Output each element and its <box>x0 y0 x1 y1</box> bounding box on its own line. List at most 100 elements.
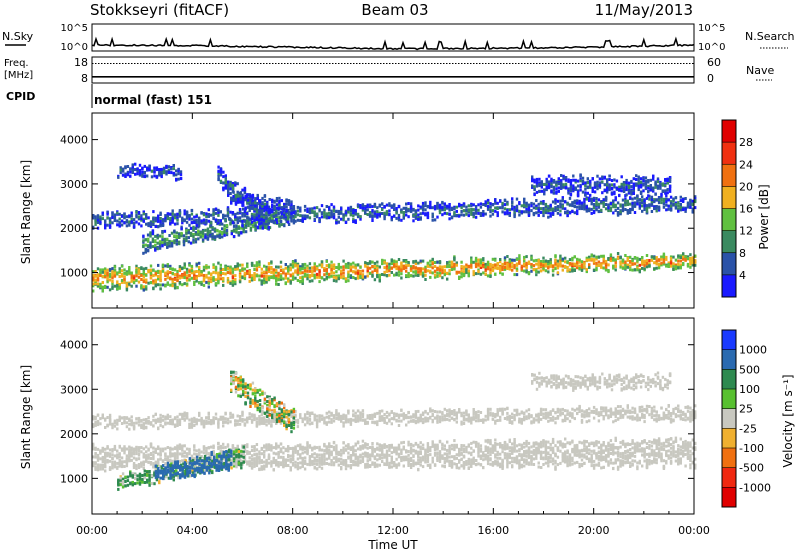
power-cell <box>297 279 299 282</box>
power-cell <box>371 215 373 218</box>
power-cell <box>543 188 545 191</box>
power-cell <box>367 213 369 216</box>
power-cell <box>403 213 405 216</box>
power-cell <box>129 175 131 178</box>
power-cell <box>497 214 499 217</box>
power-cell <box>104 285 106 288</box>
power-cell <box>456 206 458 209</box>
power-cell <box>552 208 554 211</box>
power-cell <box>432 215 434 218</box>
power-cell <box>232 191 234 194</box>
power-cell <box>427 262 429 265</box>
power-cell <box>663 198 665 201</box>
power-cell <box>212 263 214 266</box>
power-cell <box>657 187 659 190</box>
power-cell <box>456 210 458 213</box>
power-cell <box>270 271 272 274</box>
power-cell <box>616 187 618 190</box>
power-cell <box>504 262 506 265</box>
power-cell <box>645 182 647 185</box>
power-cell <box>340 212 342 215</box>
power-cell <box>159 276 161 279</box>
power-cell <box>436 267 438 270</box>
power-cell <box>591 202 593 205</box>
power-cell <box>185 236 187 239</box>
power-cell <box>124 166 126 169</box>
velocity-cell <box>184 450 186 453</box>
power-cell <box>167 217 169 220</box>
power-cell <box>468 209 470 212</box>
power-cell <box>612 199 614 202</box>
power-cell <box>648 259 650 262</box>
power-cell <box>330 210 332 213</box>
power-cell <box>463 205 465 208</box>
power-cell <box>140 284 142 287</box>
power-cell <box>497 262 499 265</box>
power-cell <box>340 218 342 221</box>
power-cell <box>608 175 610 178</box>
power-cell <box>251 217 253 220</box>
power-cell <box>398 214 400 217</box>
power-cell <box>422 267 424 270</box>
power-cell <box>290 268 292 271</box>
power-cell <box>554 198 556 201</box>
power-cell <box>631 205 633 208</box>
power-cell <box>297 206 299 209</box>
power-cell <box>159 217 161 220</box>
power-cell <box>381 273 383 276</box>
power-cell <box>232 276 234 279</box>
velocity-cell <box>164 452 166 455</box>
power-cell <box>290 212 292 215</box>
power-cell <box>333 279 335 282</box>
power-cell <box>535 207 537 210</box>
power-cell <box>167 270 169 273</box>
power-cell <box>126 285 128 288</box>
power-cell <box>166 246 168 249</box>
velocity-cell <box>157 458 159 461</box>
power-cell <box>586 206 588 209</box>
power-cell <box>448 261 450 264</box>
power-cell <box>158 172 160 175</box>
power-cell <box>168 165 170 168</box>
power-cell <box>135 285 137 288</box>
power-cell <box>631 269 633 272</box>
velocity-cell <box>172 453 174 456</box>
power-cell <box>670 205 672 208</box>
power-cell <box>106 213 108 216</box>
power-cell <box>642 189 644 192</box>
power-cell <box>650 188 652 191</box>
power-cell <box>311 266 313 269</box>
power-cell <box>501 206 503 209</box>
power-cell <box>569 211 571 214</box>
power-cell <box>102 212 104 215</box>
power-cell <box>198 224 200 227</box>
power-cell <box>494 259 496 262</box>
power-cell <box>205 212 207 215</box>
velocity-cell <box>133 462 135 465</box>
power-cell <box>468 265 470 268</box>
velocity-cell <box>97 448 99 451</box>
power-cell <box>276 199 278 202</box>
power-cell <box>501 210 503 213</box>
velocity-cell <box>128 446 130 449</box>
power-cell <box>208 266 210 269</box>
velocity-cell <box>176 451 178 454</box>
power-cell <box>634 211 636 214</box>
power-cell <box>528 262 530 265</box>
power-cell <box>640 177 642 180</box>
power-cell <box>407 215 409 218</box>
power-cell <box>109 288 111 291</box>
power-cell <box>412 266 414 269</box>
power-cell <box>342 218 344 221</box>
power-ylabel: Slant Range [km] <box>19 160 33 264</box>
power-cell <box>219 234 221 237</box>
power-cell <box>566 266 568 269</box>
power-cell <box>453 263 455 266</box>
power-cell <box>212 271 214 274</box>
power-cell <box>555 187 557 190</box>
velocity-cell <box>152 465 154 468</box>
power-cell <box>161 235 163 238</box>
power-cell <box>559 261 561 264</box>
power-cell <box>258 260 260 263</box>
